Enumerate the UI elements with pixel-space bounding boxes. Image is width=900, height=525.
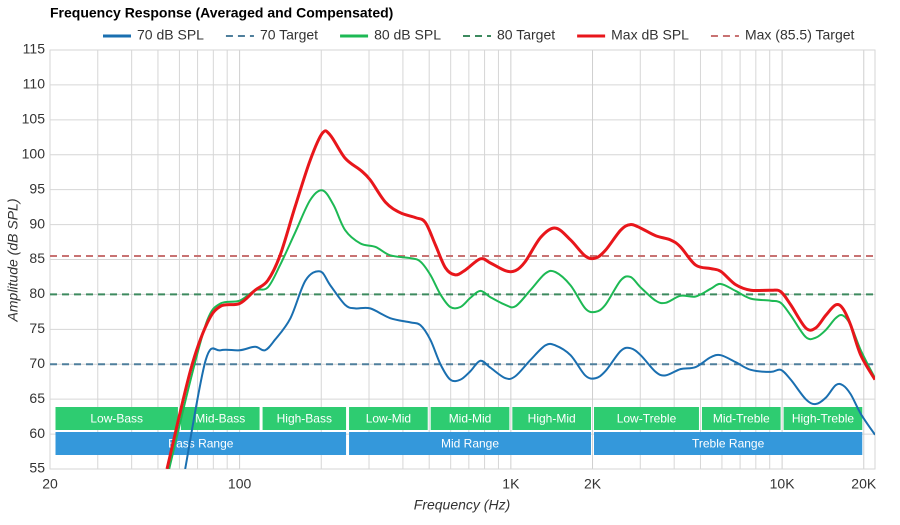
plot-frame	[49, 49, 876, 470]
range-band-label: Mid Range	[441, 437, 499, 451]
plot-area	[50, 129, 875, 469]
range-band	[594, 432, 863, 455]
y-tick-label: 95	[29, 180, 45, 196]
response-curve	[184, 270, 875, 469]
legend-label: Max dB SPL	[611, 27, 689, 43]
range-band	[430, 407, 510, 430]
x-tick-label: 2K	[584, 476, 602, 492]
legend-label: 80 Target	[497, 27, 555, 43]
y-tick-label: 110	[23, 76, 46, 92]
y-tick-label: 70	[29, 355, 45, 371]
y-tick-label: 55	[29, 460, 45, 476]
x-tick-label: 1K	[502, 476, 520, 492]
range-band-label: Low-Mid	[366, 412, 411, 426]
chart-title: Frequency Response (Averaged and Compens…	[50, 5, 393, 21]
y-tick-label: 65	[29, 390, 45, 406]
range-band-label: Bass Range	[168, 437, 234, 451]
x-tick-label: 20	[42, 476, 58, 492]
range-band-label: Mid-Mid	[449, 412, 492, 426]
range-band	[180, 407, 260, 430]
range-band-label: High-Treble	[792, 412, 855, 426]
x-tick-label: 20K	[851, 476, 877, 492]
y-tick-label: 75	[29, 320, 45, 336]
range-band	[55, 407, 178, 430]
y-tick-label: 80	[29, 285, 45, 301]
range-band-label: Mid-Bass	[195, 412, 245, 426]
range-band-label: Low-Bass	[90, 412, 143, 426]
x-axis-label: Frequency (Hz)	[414, 497, 510, 513]
y-tick-label: 60	[29, 425, 45, 441]
range-band	[594, 407, 699, 430]
y-tick-label: 85	[29, 250, 45, 266]
legend-label: 80 dB SPL	[374, 27, 441, 43]
y-tick-label: 90	[29, 215, 45, 231]
x-tick-label: 100	[228, 476, 252, 492]
range-band-label: Mid-Treble	[713, 412, 770, 426]
y-axis-label: Amplitude (dB SPL)	[5, 199, 21, 323]
range-band	[55, 432, 347, 455]
response-curve	[168, 189, 875, 469]
range-band-label: High-Mid	[528, 412, 576, 426]
x-tick-label: 10K	[770, 476, 796, 492]
range-band	[701, 407, 781, 430]
legend-label: Max (85.5) Target	[745, 27, 855, 43]
legend-label: 70 dB SPL	[137, 27, 204, 43]
range-band	[783, 407, 863, 430]
y-tick-label: 100	[22, 145, 46, 161]
response-curve	[165, 129, 875, 469]
range-band-label: High-Bass	[277, 412, 332, 426]
legend-label: 70 Target	[260, 27, 318, 43]
range-band	[512, 407, 592, 430]
range-band	[349, 432, 592, 455]
y-tick-label: 115	[23, 41, 46, 57]
y-tick-label: 105	[22, 111, 46, 127]
range-band	[349, 407, 428, 430]
range-band-label: Treble Range	[692, 437, 765, 451]
range-band-label: Low-Treble	[617, 412, 677, 426]
range-band	[262, 407, 347, 430]
